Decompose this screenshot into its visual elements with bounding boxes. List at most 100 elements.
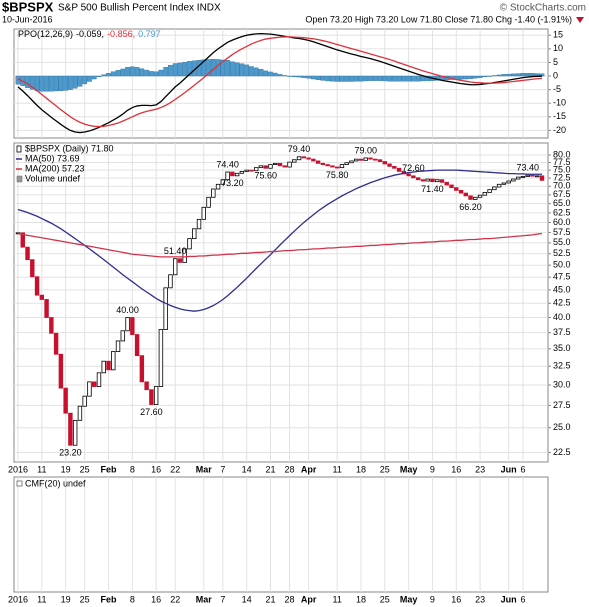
y-tick-label: 62.5: [553, 207, 571, 217]
legend-entry: MA(50) 73.69: [25, 153, 80, 163]
histogram-bar: [377, 75, 383, 81]
histogram-bar: [391, 75, 397, 82]
histogram-bar: [372, 75, 378, 81]
x-tick-label: 8: [130, 594, 135, 604]
candle: [58, 353, 64, 389]
candle: [115, 340, 121, 352]
histogram-bar: [530, 73, 535, 77]
candle: [406, 173, 411, 177]
candle: [134, 334, 140, 357]
candle: [230, 171, 235, 177]
candle: [106, 360, 111, 371]
value-label: 73.20: [221, 178, 244, 188]
legend-icon: [16, 175, 23, 183]
x-tick-label: 8: [130, 464, 135, 474]
candle: [363, 157, 368, 161]
candle: [44, 299, 49, 318]
candle: [215, 183, 221, 190]
x-tick-label: 9: [430, 594, 435, 604]
candle: [396, 167, 402, 172]
candle: [211, 188, 216, 198]
x-tick-label: Mar: [196, 464, 213, 474]
candle: [234, 172, 240, 177]
x-tick-label: 6: [520, 594, 525, 604]
histogram-bar: [215, 59, 221, 77]
legend-icon: [16, 145, 22, 153]
x-tick-label: 19: [61, 594, 71, 604]
candle: [77, 405, 83, 421]
candle: [277, 162, 283, 167]
candle: [458, 189, 464, 194]
candle: [292, 159, 297, 163]
candle: [177, 258, 183, 263]
candle: [411, 175, 416, 179]
y-tick-label: 37.5: [553, 327, 571, 337]
legend-icon: [16, 480, 23, 487]
histogram-bar: [296, 75, 302, 78]
candle: [311, 158, 316, 162]
candle: [273, 162, 278, 165]
y-tick-label: 75.0: [553, 165, 571, 175]
value-label: 71.40: [421, 184, 444, 194]
histogram-bar: [82, 75, 88, 85]
y-tick-label: 55.0: [553, 237, 571, 247]
histogram-bar: [158, 69, 164, 77]
y-tick-label: -5: [553, 84, 561, 94]
histogram-bar: [487, 75, 492, 77]
histogram-bar: [87, 75, 92, 82]
panel-title: CMF(20) undef: [25, 478, 86, 488]
candle: [130, 317, 135, 335]
candle: [172, 258, 178, 276]
x-tick-label: 14: [242, 594, 252, 604]
y-tick-label: 65.0: [553, 198, 571, 208]
histogram-bar: [177, 62, 183, 77]
histogram-bar: [415, 75, 421, 82]
candle: [187, 238, 192, 250]
candle: [49, 317, 54, 334]
histogram-bar: [34, 75, 40, 91]
histogram-bar: [39, 75, 45, 92]
histogram-bar: [53, 75, 59, 92]
histogram-bar: [182, 61, 188, 77]
x-tick-label: 25: [380, 464, 390, 474]
candle: [477, 194, 483, 198]
candle: [515, 176, 521, 180]
x-tick-label: 23: [475, 464, 485, 474]
histogram-bar: [320, 75, 326, 81]
x-tick-label: May: [400, 464, 418, 474]
x-tick-label: Jun: [501, 594, 517, 604]
histogram-bar: [268, 71, 273, 77]
y-tick-label: 15: [553, 30, 563, 40]
histogram-bar: [172, 63, 178, 77]
candle: [149, 389, 154, 405]
value-label: 73.40: [516, 163, 539, 173]
candle: [539, 175, 545, 181]
candle: [520, 176, 526, 178]
candle: [439, 179, 445, 183]
histogram-bar: [25, 75, 30, 88]
histogram-bar: [382, 75, 388, 82]
candle: [444, 181, 449, 186]
x-tick-label: 16: [151, 594, 161, 604]
histogram-bar: [539, 73, 545, 77]
y-tick-label: 0: [553, 70, 558, 80]
candle: [158, 329, 164, 387]
candle: [392, 166, 397, 169]
histogram-bar: [29, 75, 35, 90]
histogram-bar: [277, 74, 283, 77]
candle: [530, 174, 535, 177]
candle: [425, 178, 430, 182]
candle: [225, 171, 230, 181]
y-tick-label: 27.5: [553, 400, 571, 410]
histogram-bar: [515, 73, 521, 77]
candle: [482, 192, 488, 196]
histogram-bar: [106, 73, 111, 77]
x-tick-label: 11: [332, 464, 341, 474]
candle: [268, 164, 273, 169]
histogram-bar: [58, 75, 64, 91]
histogram-bar: [482, 75, 488, 78]
legend-entry: Volume undef: [25, 173, 81, 183]
x-tick-label: 19: [61, 464, 71, 474]
candle: [368, 157, 373, 160]
